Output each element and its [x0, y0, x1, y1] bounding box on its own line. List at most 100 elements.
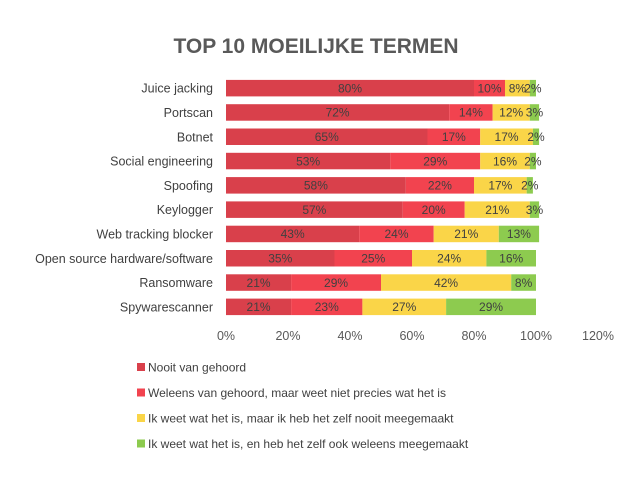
bar-spoofing-series-3	[474, 177, 527, 194]
bar-portscan-series-1	[226, 104, 450, 121]
data-label-open-source-hardware-software-series-1: 35%	[268, 251, 292, 265]
x-tick-label: 120%	[582, 329, 614, 343]
data-label-spoofing-series-3: 17%	[488, 179, 512, 193]
bar-portscan-series-4	[529, 104, 540, 121]
data-label-keylogger-series-2: 20%	[422, 203, 446, 217]
bar-open-source-hardware-software-series-4	[486, 250, 536, 267]
legend-swatch-2	[137, 388, 145, 397]
bar-juice-jacking-series-3	[505, 79, 530, 97]
legend-entry-2: Weleens van gehoord, maar weet niet prec…	[148, 386, 446, 400]
bar-social-engineering-series-3	[480, 152, 530, 170]
bar-web-tracking-blocker-series-1	[226, 225, 360, 243]
data-label-ransomware-series-2: 29%	[324, 276, 348, 290]
bar-social-engineering-series-2	[390, 152, 481, 170]
bar-open-source-hardware-software-series-3	[412, 250, 487, 267]
data-label-juice-jacking-series-3: 8%	[509, 81, 527, 95]
data-label-spywarescanner-series-1: 21%	[247, 300, 271, 314]
bar-web-tracking-blocker-series-3	[433, 225, 499, 243]
data-label-social-engineering-series-1: 53%	[296, 154, 320, 168]
category-label-spoofing: Spoofing	[164, 179, 213, 193]
data-label-web-tracking-blocker-series-1: 43%	[281, 227, 305, 241]
category-label-botnet: Botnet	[177, 130, 214, 144]
bar-open-source-hardware-software-series-2	[334, 250, 412, 267]
legend-entry-1: Nooit van gehoord	[148, 361, 246, 375]
chart-title: TOP 10 MOEILIJKE TERMEN	[173, 35, 458, 58]
bar-keylogger-series-4	[529, 201, 540, 218]
data-label-portscan-series-1: 72%	[326, 106, 350, 120]
bar-botnet-series-2	[427, 128, 481, 145]
category-label-portscan: Portscan	[164, 106, 213, 120]
data-label-open-source-hardware-software-series-2: 25%	[361, 251, 385, 265]
category-label-ransomware: Ransomware	[139, 276, 213, 290]
data-label-ransomware-series-1: 21%	[247, 276, 271, 290]
data-label-portscan-series-2: 14%	[459, 106, 483, 120]
data-label-open-source-hardware-software-series-4: 16%	[499, 251, 523, 265]
data-label-spoofing-series-4: 2%	[521, 179, 539, 193]
bar-social-engineering-series-1	[226, 152, 391, 170]
category-label-web-tracking-blocker: Web tracking blocker	[97, 227, 214, 241]
category-label-spywarescanner: Spywarescanner	[120, 300, 213, 314]
category-label-keylogger: Keylogger	[157, 203, 213, 217]
bar-ransomware-series-4	[511, 274, 536, 291]
data-label-social-engineering-series-2: 29%	[423, 154, 447, 168]
legend-entry-4: Ik weet wat het is, en heb het zelf ook …	[148, 437, 469, 451]
bar-spoofing-series-4	[526, 177, 533, 194]
category-label-social-engineering: Social engineering	[110, 155, 213, 169]
data-label-juice-jacking-series-2: 10%	[477, 81, 501, 95]
x-axis-ticks: 0% 20% 40% 60% 80% 100% 120%	[217, 329, 614, 343]
data-label-social-engineering-series-3: 16%	[493, 154, 517, 168]
data-label-spoofing-series-1: 58%	[304, 179, 328, 193]
x-tick-label: 60%	[399, 329, 424, 343]
data-label-social-engineering-series-4: 2%	[524, 154, 542, 168]
data-label-keylogger-series-4: 3%	[526, 203, 544, 217]
legend: Nooit van gehoord Weleens van gehoord, ma…	[137, 361, 469, 451]
x-tick-label: 20%	[275, 329, 300, 343]
data-label-keylogger-series-3: 21%	[485, 203, 509, 217]
data-label-spoofing-series-2: 22%	[428, 179, 452, 193]
data-label-botnet-series-4: 2%	[527, 130, 545, 144]
data-label-ransomware-series-3: 42%	[434, 276, 458, 290]
data-label-open-source-hardware-software-series-3: 24%	[437, 251, 461, 265]
x-tick-label: 0%	[217, 329, 235, 343]
legend-entry-3: Ik weet wat het is, maar ik heb het zelf…	[148, 412, 454, 426]
data-label-web-tracking-blocker-series-4: 13%	[507, 227, 531, 241]
data-label-botnet-series-3: 17%	[495, 130, 519, 144]
bar-ransomware-series-3	[381, 274, 512, 291]
data-label-web-tracking-blocker-series-2: 24%	[384, 227, 408, 241]
data-label-keylogger-series-1: 57%	[302, 203, 326, 217]
bar-keylogger-series-1	[226, 201, 403, 218]
data-label-spywarescanner-series-2: 23%	[315, 300, 339, 314]
legend-swatch-1	[137, 363, 145, 371]
bar-spoofing-series-2	[405, 177, 474, 194]
bar-portscan-series-2	[449, 104, 493, 121]
bar-spywarescanner-series-1	[226, 298, 292, 316]
data-label-spywarescanner-series-3: 27%	[392, 300, 416, 314]
bar-botnet-series-4	[532, 128, 540, 145]
data-label-ransomware-series-4: 8%	[515, 276, 533, 290]
bar-portscan-series-3	[492, 104, 530, 121]
x-tick-label: 80%	[461, 329, 486, 343]
bar-juice-jacking-series-4	[529, 79, 536, 97]
data-label-spywarescanner-series-4: 29%	[479, 300, 503, 314]
bar-open-source-hardware-software-series-1	[226, 250, 335, 267]
bar-keylogger-series-2	[402, 201, 465, 218]
bar-spoofing-series-1	[226, 177, 406, 194]
category-label-open-source-hardware-software: Open source hardware/software	[35, 252, 213, 266]
category-labels: Juice jacking Portscan Botnet Social engine…	[35, 82, 213, 315]
bar-botnet-series-3	[480, 128, 533, 145]
bar-web-tracking-blocker-series-4	[498, 225, 540, 243]
data-label-juice-jacking-series-1: 80%	[338, 81, 362, 95]
legend-swatch-3	[137, 414, 145, 422]
bar-ransomware-series-2	[291, 274, 381, 291]
data-label-botnet-series-2: 17%	[442, 130, 466, 144]
x-tick-label: 40%	[337, 329, 362, 343]
category-label-juice-jacking: Juice jacking	[141, 82, 213, 96]
bar-ransomware-series-1	[226, 274, 292, 291]
bar-spywarescanner-series-4	[446, 298, 536, 316]
data-label-portscan-series-4: 3%	[526, 106, 544, 120]
bar-web-tracking-blocker-series-2	[359, 225, 434, 243]
data-label-botnet-series-1: 65%	[315, 130, 339, 144]
bar-keylogger-series-3	[464, 201, 530, 218]
bar-juice-jacking-series-1	[226, 79, 474, 97]
